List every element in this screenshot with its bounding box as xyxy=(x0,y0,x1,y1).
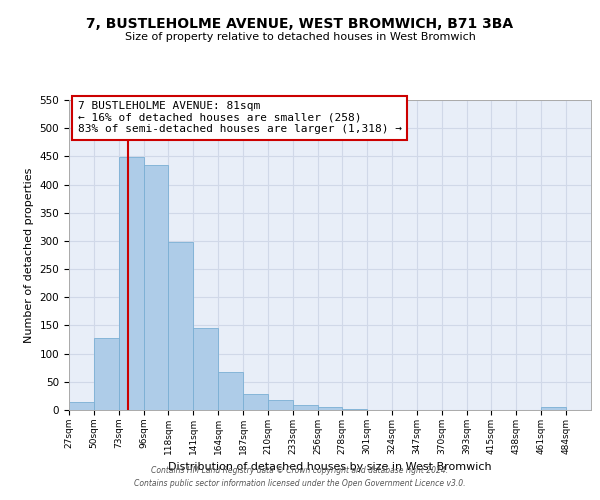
Bar xyxy=(243,394,268,410)
X-axis label: Distribution of detached houses by size in West Bromwich: Distribution of detached houses by size … xyxy=(168,462,492,472)
Bar xyxy=(69,402,94,410)
Bar xyxy=(218,372,243,410)
Bar xyxy=(293,405,318,410)
Y-axis label: Number of detached properties: Number of detached properties xyxy=(24,168,34,342)
Text: Size of property relative to detached houses in West Bromwich: Size of property relative to detached ho… xyxy=(125,32,475,42)
Text: 7 BUSTLEHOLME AVENUE: 81sqm
← 16% of detached houses are smaller (258)
83% of se: 7 BUSTLEHOLME AVENUE: 81sqm ← 16% of det… xyxy=(78,101,402,134)
Bar xyxy=(94,338,119,410)
Text: Contains HM Land Registry data © Crown copyright and database right 2024.
Contai: Contains HM Land Registry data © Crown c… xyxy=(134,466,466,487)
Bar xyxy=(168,242,193,410)
Bar xyxy=(318,407,342,410)
Bar xyxy=(268,400,293,410)
Bar xyxy=(119,158,144,410)
Bar xyxy=(541,407,566,410)
Bar xyxy=(193,328,218,410)
Bar xyxy=(144,165,168,410)
Text: 7, BUSTLEHOLME AVENUE, WEST BROMWICH, B71 3BA: 7, BUSTLEHOLME AVENUE, WEST BROMWICH, B7… xyxy=(86,18,514,32)
